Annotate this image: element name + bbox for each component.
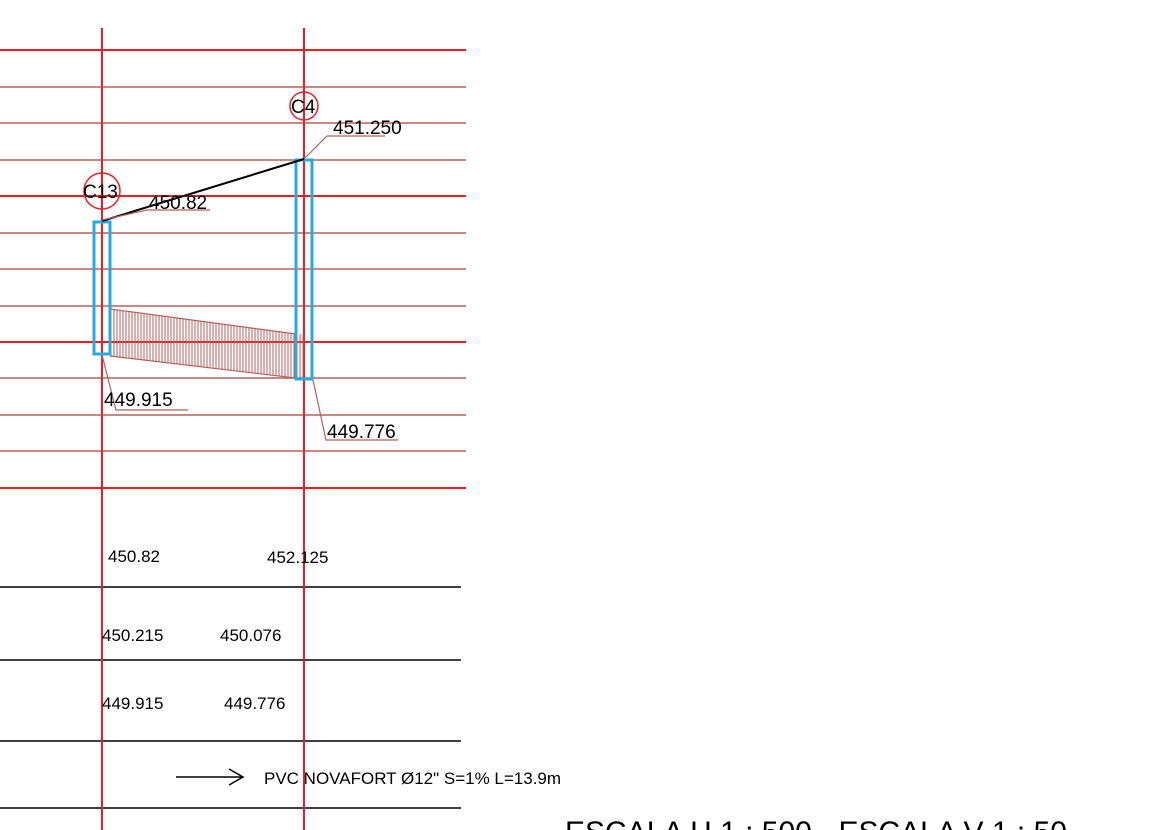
pipe-top-elevation-c4: 450.076 — [220, 626, 281, 645]
pipe-crown-line — [109, 308, 297, 335]
manhole-c13-marker — [83, 172, 121, 210]
c4-top-leader — [304, 135, 385, 159]
ground-elevation-c4: 452.125 — [267, 548, 328, 567]
c13-top-elevation: 450.82 — [149, 193, 207, 214]
ground-line — [101, 158, 305, 222]
manhole-c4-marker — [289, 91, 319, 121]
invert-elevation-c4: 449.776 — [224, 694, 285, 713]
scale-label: ESCALA H 1 : 500 - ESCALA V 1 : 50 — [565, 816, 1067, 830]
c13-invert-leader — [101, 354, 188, 411]
invert-elevation-c13: 449.915 — [102, 694, 163, 713]
table-row-lines — [0, 586, 461, 809]
c4-top-elevation: 451.250 — [333, 118, 402, 139]
station-lines — [101, 28, 305, 830]
c4-invert-leader — [312, 379, 398, 441]
pipe-description: PVC NOVAFORT Ø12" S=1% L=13.9m — [264, 769, 561, 788]
c13-top-leader — [101, 209, 210, 221]
ground-elevation-c13: 450.82 — [108, 547, 160, 566]
manhole-c4-id: C4 — [291, 97, 316, 118]
manhole-c13-id: C13 — [83, 182, 118, 203]
horizontal-grid — [0, 49, 466, 489]
pipe-invert-line — [109, 355, 305, 380]
manhole-c13-body — [92, 220, 112, 356]
c13-invert-elevation: 449.915 — [104, 390, 173, 411]
flow-direction-arrow-icon — [176, 768, 245, 786]
pipe-top-elevation-c13: 450.215 — [102, 626, 163, 645]
pipe-hatch — [110, 309, 304, 379]
c4-invert-elevation: 449.776 — [327, 422, 396, 443]
